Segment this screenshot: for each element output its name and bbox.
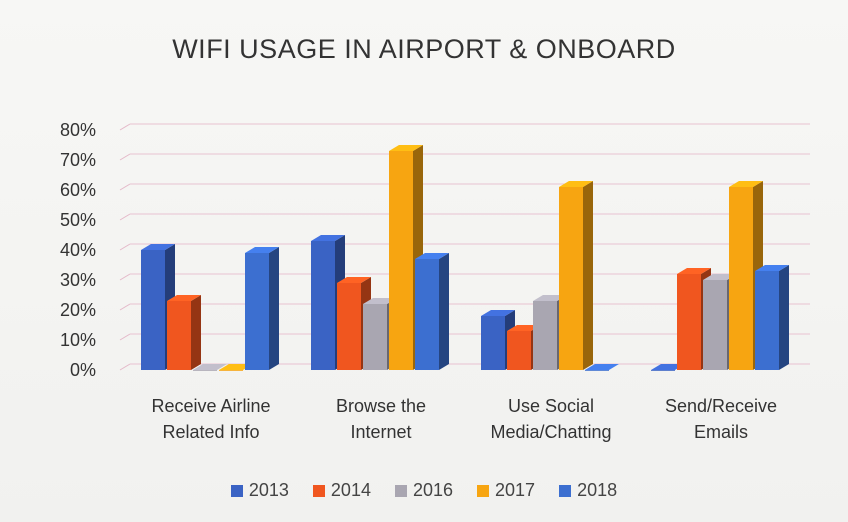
- y-tick-label: 60%: [60, 180, 96, 200]
- legend-swatch: [312, 484, 325, 497]
- bar-top: [415, 253, 449, 259]
- category-label: Use Social Media/Chatting: [490, 396, 611, 442]
- bar-front: [481, 316, 505, 370]
- bar-2017-0: [219, 364, 253, 371]
- legend-item-2017: 2017: [477, 480, 535, 501]
- legend-item-2018: 2018: [559, 480, 617, 501]
- bar-front: [363, 304, 387, 370]
- bar-top: [481, 310, 515, 316]
- bar-front: [533, 301, 557, 370]
- bar-front: [729, 187, 753, 370]
- bar-front: [415, 259, 439, 370]
- grid-line-side: [119, 363, 131, 371]
- y-tick-label: 0%: [70, 360, 96, 380]
- bar-top: [337, 277, 371, 283]
- y-tick-label: 30%: [60, 270, 96, 290]
- bar-top: [245, 247, 279, 253]
- legend: 2013 2014 2016 2017 2018: [0, 480, 848, 501]
- bar-2014-0: [167, 295, 201, 370]
- bar-top: [755, 265, 789, 271]
- y-tick-label: 40%: [60, 240, 96, 260]
- legend-swatch: [559, 484, 572, 497]
- y-tick-label: 50%: [60, 210, 96, 230]
- bar-front: [507, 331, 531, 370]
- chart-title: WIFI USAGE IN AIRPORT & ONBOARD: [172, 34, 676, 64]
- bar-front: [585, 370, 609, 371]
- grid-line-side: [119, 183, 131, 191]
- legend-item-2014: 2014: [312, 480, 371, 501]
- bar-top: [219, 364, 253, 370]
- bar-top: [141, 244, 175, 250]
- legend-label: 2017: [495, 480, 536, 500]
- bar-front: [337, 283, 361, 370]
- bar-side: [191, 295, 201, 370]
- category-label: Browse the Internet: [336, 396, 426, 442]
- bar-front: [389, 151, 413, 370]
- bar-front: [559, 187, 583, 370]
- bar-top: [507, 325, 541, 331]
- bar-side: [779, 265, 789, 370]
- grid-line-side: [119, 123, 131, 131]
- bar-front: [651, 370, 675, 371]
- bar-side: [439, 253, 449, 370]
- bar-side: [269, 247, 279, 370]
- legend-item-2016: 2016: [394, 480, 454, 501]
- bar-front: [141, 250, 165, 370]
- bar-2017-2: [559, 181, 593, 370]
- bar-2016-0: [193, 364, 227, 371]
- bar-2018-3: [755, 265, 789, 370]
- legend-label: 2016: [412, 480, 454, 500]
- bar-front: [219, 370, 243, 371]
- bar-top: [363, 298, 397, 304]
- legend-item-2013: 2013: [230, 480, 289, 501]
- category-label: Receive Airline Related Info: [151, 396, 270, 442]
- bar-front: [703, 280, 727, 370]
- bar-2017-3: [729, 181, 763, 370]
- legend-swatch: [230, 484, 243, 497]
- bar-top: [703, 274, 737, 280]
- bar-front: [311, 241, 335, 370]
- category-label: Send/Receive Emails: [665, 396, 777, 442]
- bar-2018-2: [585, 364, 619, 371]
- bar-top: [167, 295, 201, 301]
- bar-top: [559, 181, 593, 187]
- legend-label: 2018: [577, 480, 618, 500]
- bar-top: [193, 364, 227, 370]
- legend-label: 2013: [248, 480, 289, 500]
- bar-top: [585, 364, 619, 370]
- bar-top: [651, 364, 685, 370]
- bar-front: [677, 274, 701, 370]
- y-tick-label: 80%: [60, 120, 96, 140]
- bar-front: [245, 253, 269, 370]
- bar-side: [583, 181, 593, 370]
- bar-top: [311, 235, 345, 241]
- grid-line-side: [119, 333, 131, 341]
- bar-top: [389, 145, 423, 151]
- legend-label: 2014: [330, 480, 371, 500]
- bar-top: [729, 181, 763, 187]
- legend-swatch: [477, 484, 490, 497]
- grid-line-side: [119, 243, 131, 251]
- grid-line-side: [119, 303, 131, 311]
- bar-front: [167, 301, 191, 370]
- bar-front: [193, 370, 217, 371]
- grid-line-side: [119, 213, 131, 221]
- grid-line-side: [119, 153, 131, 161]
- bar-front: [755, 271, 779, 370]
- bar-2013-3: [651, 364, 685, 371]
- y-tick-label: 20%: [60, 300, 96, 320]
- legend-swatch: [394, 484, 407, 497]
- grid-line-side: [119, 273, 131, 281]
- y-tick-label: 70%: [60, 150, 96, 170]
- bar-top: [533, 295, 567, 301]
- bar-2018-1: [415, 253, 449, 370]
- bar-top: [677, 268, 711, 274]
- bar-2018-0: [245, 247, 279, 370]
- y-tick-label: 10%: [60, 330, 96, 350]
